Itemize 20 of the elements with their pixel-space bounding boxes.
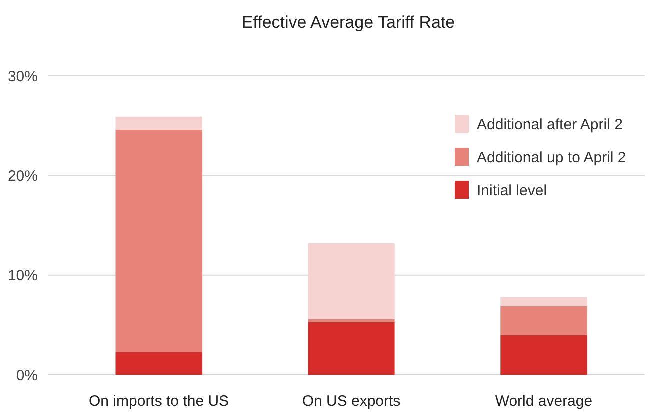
bar [116,352,202,375]
bar [116,116,202,130]
bar [116,130,202,352]
y-tick-label: 20% [8,168,38,185]
x-tick-label: On US exports [302,393,401,410]
bar [500,306,588,336]
x-tick-label: World average [495,393,593,410]
legend-label: Initial level [477,182,548,200]
legend-label: Additional after April 2 [477,116,623,134]
bar [500,335,588,375]
x-tick-label: On imports to the US [89,393,230,410]
chart-title: Effective Average Tariff Rate [242,13,456,32]
y-tick-label: 0% [16,367,38,384]
bar [500,297,588,306]
bar [308,319,395,322]
bar [308,322,395,375]
legend-label: Additional up to April 2 [477,149,626,166]
bar [308,243,395,320]
y-tick-label: 10% [8,268,38,285]
y-tick-label: 30% [8,68,38,86]
